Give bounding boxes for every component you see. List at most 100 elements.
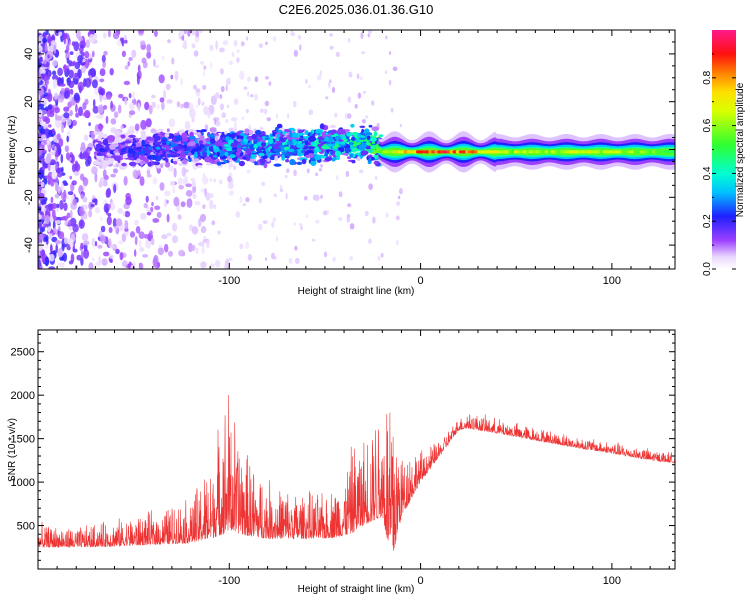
spectrogram-noise-cell: [48, 124, 52, 128]
spectrogram-noise-cell: [82, 102, 87, 110]
spectrogram-band-cell: [151, 154, 157, 160]
spectrogram-noise-cell: [63, 64, 67, 73]
spectrogram-band-cell: [141, 139, 145, 147]
spectrogram-noise-cell: [77, 68, 82, 79]
spectrogram-noise-cell: [375, 175, 378, 180]
spectrogram-noise-cell: [128, 125, 135, 135]
spectrogram-noise-cell: [139, 40, 146, 46]
spectrogram-noise-cell: [159, 182, 165, 191]
spectrogram-noise-cell: [248, 124, 251, 130]
spectrogram-noise-cell: [284, 174, 288, 179]
spectrogram-noise-cell: [58, 31, 63, 36]
spectrogram-band-cell: [153, 161, 160, 166]
spectrogram-noise-cell: [377, 256, 381, 261]
spectrogram-band-cell: [245, 144, 250, 147]
spectrogram-band-cell: [300, 149, 305, 154]
spectrogram-band-cell: [315, 146, 320, 153]
spectrogram-noise-cell: [299, 44, 302, 51]
spectrogram-noise-cell: [191, 117, 195, 123]
spectrogram-noise-cell: [63, 34, 66, 45]
spectrogram-noise-cell: [219, 94, 223, 99]
spectrogram-band-cell: [188, 141, 196, 147]
spectrogram-noise-cell: [80, 142, 86, 151]
spectrogram-noise-cell: [47, 54, 50, 59]
colorbar-label: Normalized spectral amplitude: [735, 82, 746, 217]
spectrogram-noise-cell: [150, 237, 155, 246]
spectrogram-noise-cell: [63, 90, 71, 99]
spectrogram-noise-cell: [354, 104, 358, 109]
spectrogram-noise-cell: [145, 195, 149, 203]
spectrogram-noise-cell: [100, 225, 106, 233]
spectrogram-noise-cell: [359, 169, 364, 174]
spectrogram-noise-cell: [157, 261, 161, 269]
spectrogram-band-cell: [136, 151, 144, 155]
spectrogram-noise-cell: [110, 202, 116, 211]
spectrogram-band-cell: [189, 131, 194, 137]
spectrogram-noise-cell: [80, 44, 84, 49]
spectrogram-noise-cell: [167, 165, 175, 172]
spectrogram-noise-cell: [206, 239, 210, 249]
spectrogram-noise-cell: [347, 96, 352, 103]
spectrogram-band-cell: [160, 163, 164, 169]
spectrogram-noise-cell: [63, 106, 70, 112]
spectrogram-band-cell: [101, 149, 109, 152]
spectrogram-noise-cell: [180, 201, 186, 208]
spectrogram-noise-cell: [185, 183, 192, 188]
spectrogram-noise-cell: [174, 70, 179, 81]
spectrogram-noise-cell: [308, 109, 314, 116]
spectrogram-band-cell: [274, 155, 279, 161]
spectrogram-band-cell: [141, 132, 147, 140]
spectrogram-noise-cell: [219, 103, 225, 111]
spectrogram-noise-cell: [367, 30, 373, 34]
spectrogram-noise-cell: [250, 94, 254, 98]
spectrogram-noise-cell: [78, 36, 83, 42]
spectrogram-noise-cell: [128, 102, 135, 111]
spectrogram-noise-cell: [276, 236, 279, 241]
colorbar-scale: [712, 30, 736, 269]
spectrogram-band-cell: [258, 137, 263, 141]
spectrogram-noise-cell: [44, 106, 49, 112]
spectrogram-noise-cell: [81, 65, 86, 74]
spectrogram-noise-cell: [268, 81, 272, 86]
spectrogram-noise-cell: [138, 239, 142, 248]
spectrogram-noise-cell: [213, 204, 217, 210]
spectrogram-noise-cell: [201, 246, 205, 255]
spectrogram-noise-cell: [239, 70, 245, 81]
spectrogram-noise-cell: [39, 120, 46, 127]
spectrogram-band-cell: [298, 138, 303, 142]
spectrogram-band-cell: [344, 129, 350, 132]
spectrogram-x-label: Height of straight line (km): [298, 286, 415, 297]
spectrogram-noise-cell: [80, 242, 84, 250]
spectrogram-noise-cell: [101, 54, 106, 63]
spectrogram-noise-cell: [194, 201, 201, 206]
spectrogram-noise-cell: [72, 198, 77, 206]
spectrogram-noise-cell: [110, 118, 117, 125]
spectrogram-noise-cell: [226, 77, 231, 85]
spectrogram-noise-cell: [62, 215, 69, 221]
spectrogram-noise-cell: [166, 199, 169, 204]
spectrogram-noise-cell: [83, 109, 91, 119]
snr-x-label: Height of straight line (km): [298, 584, 415, 595]
spectrogram-noise-cell: [119, 252, 124, 261]
spectrogram-noise-cell: [202, 70, 206, 77]
spectrogram-noise-cell: [109, 259, 113, 263]
spectrogram-band-cell: [304, 146, 308, 150]
spectrogram-noise-cell: [68, 219, 72, 226]
spectrogram-noise-cell: [125, 196, 132, 206]
spectrogram-noise-cell: [396, 239, 399, 246]
spectrogram-noise-cell: [180, 103, 184, 109]
spectrogram-noise-cell: [246, 169, 251, 174]
spectrogram-noise-cell: [185, 190, 193, 197]
spectrogram-noise-cell: [112, 218, 117, 228]
spectrogram-band-cell: [297, 151, 302, 157]
spectrogram-noise-cell: [317, 74, 322, 81]
spectrogram-band-cell: [159, 154, 167, 158]
spectrogram-noise-cell: [368, 183, 373, 190]
spectrogram-noise-cell: [78, 106, 83, 117]
spectrogram-noise-cell: [47, 104, 53, 110]
spectrogram-noise-cell: [43, 31, 46, 39]
spectrogram-noise-cell: [235, 211, 240, 218]
spectrogram-noise-cell: [69, 175, 73, 180]
spectrogram-noise-cell: [193, 50, 199, 57]
spectrogram-band-cell: [356, 156, 361, 162]
